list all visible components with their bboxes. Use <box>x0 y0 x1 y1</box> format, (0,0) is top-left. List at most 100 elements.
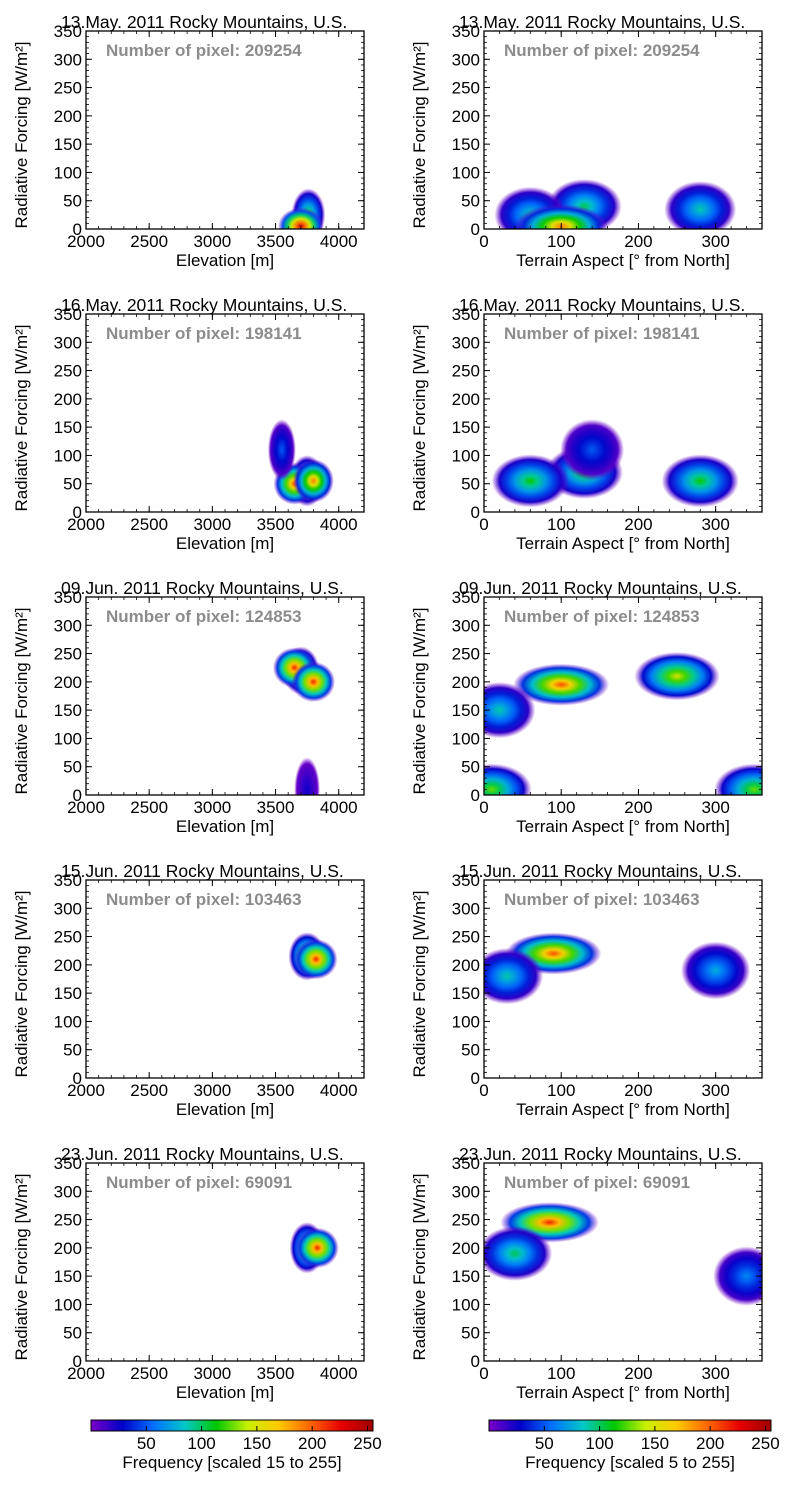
y-tick-label: 100 <box>452 446 480 465</box>
y-tick-label: 50 <box>63 1324 82 1343</box>
pixel-count-annotation: Number of pixel: 209254 <box>106 41 302 60</box>
x-tick-label: 3500 <box>257 232 295 251</box>
x-tick-label: 4000 <box>320 515 358 534</box>
x-tick-label: 3000 <box>193 1081 231 1100</box>
x-tick-label: 3000 <box>193 798 231 817</box>
x-tick-label: 0 <box>479 515 488 534</box>
y-tick-label: 350 <box>452 871 480 890</box>
pixel-count-annotation: Number of pixel: 69091 <box>504 1173 690 1192</box>
colorbar-label: Frequency [scaled 5 to 255] <box>525 1453 735 1472</box>
x-tick-label: 2500 <box>130 1081 168 1100</box>
y-tick-label: 350 <box>54 22 82 41</box>
density-cluster <box>278 207 324 229</box>
x-axis-label: Terrain Aspect [° from North] <box>516 534 730 553</box>
y-axis-label: Radiative Forcing [W/m²] <box>410 890 429 1077</box>
x-axis-label: Elevation [m] <box>176 534 274 553</box>
x-axis-label: Elevation [m] <box>176 1100 274 1119</box>
heatmap-area <box>484 932 751 1005</box>
x-axis-label: Elevation [m] <box>176 1383 274 1402</box>
x-tick-label: 2000 <box>67 1081 105 1100</box>
pixel-count-annotation: Number of pixel: 124853 <box>106 607 302 626</box>
x-tick-label: 100 <box>547 1364 575 1383</box>
y-tick-label: 0 <box>471 786 480 805</box>
y-tick-label: 200 <box>54 1239 82 1258</box>
y-tick-label: 0 <box>471 1069 480 1088</box>
x-axis-label: Terrain Aspect [° from North] <box>516 1100 730 1119</box>
y-axis-label: Radiative Forcing [W/m²] <box>12 1173 31 1360</box>
y-tick-label: 50 <box>461 192 480 211</box>
panel-title: 16.May. 2011 Rocky Mountains, U.S. <box>61 295 347 315</box>
heatmap-area <box>484 1202 762 1306</box>
density-cluster <box>293 459 334 503</box>
y-tick-label: 200 <box>54 390 82 409</box>
y-tick-label: 250 <box>452 645 480 664</box>
panel-8: 0 50 100 150 200 250 300 350 0 100 200 300 15.Jun. 2… <box>410 861 763 1119</box>
density-cluster <box>294 939 338 980</box>
x-tick-label: 200 <box>624 515 652 534</box>
density-cluster <box>484 682 536 739</box>
pixel-count-annotation: Number of pixel: 103463 <box>106 890 302 909</box>
x-tick-label: 200 <box>624 232 652 251</box>
colorbar-tick-label: 50 <box>137 1434 156 1453</box>
density-cluster <box>291 661 336 703</box>
panel-title: 09.Jun. 2011 Rocky Mountains, U.S. <box>459 578 742 598</box>
colorbar-tick-label: 250 <box>751 1434 779 1453</box>
pixel-count-annotation: Number of pixel: 103463 <box>504 890 700 909</box>
x-tick-label: 300 <box>701 1364 729 1383</box>
panel-5: 0 50 100 150 200 250 300 350 2000 2500 3000 3500 400… <box>12 578 365 836</box>
y-tick-label: 250 <box>54 645 82 664</box>
x-tick-label: 100 <box>547 232 575 251</box>
pixel-count-annotation: Number of pixel: 124853 <box>504 607 700 626</box>
y-tick-label: 0 <box>73 786 82 805</box>
colorbar-tick-label: 200 <box>696 1434 724 1453</box>
x-tick-label: 200 <box>624 1081 652 1100</box>
density-cluster <box>484 763 532 795</box>
density-cluster <box>514 204 608 229</box>
heatmap-area <box>267 419 334 507</box>
y-axis-label: Radiative Forcing [W/m²] <box>12 41 31 228</box>
y-tick-label: 350 <box>54 871 82 890</box>
heatmap-area <box>289 1222 339 1274</box>
x-tick-label: 200 <box>624 1364 652 1383</box>
density-cluster <box>267 419 296 481</box>
panel-2: 0 50 100 150 200 250 300 350 0 100 200 300 13.May. 2… <box>410 12 763 270</box>
y-tick-label: 50 <box>461 758 480 777</box>
y-tick-label: 350 <box>452 305 480 324</box>
x-tick-label: 100 <box>547 515 575 534</box>
y-tick-label: 100 <box>452 729 480 748</box>
colorbar-tick-label: 100 <box>187 1434 215 1453</box>
panel-1: 0 50 100 150 200 250 300 350 2000 2500 3000 3500 400… <box>12 12 365 270</box>
y-tick-label: 50 <box>63 758 82 777</box>
y-tick-label: 300 <box>54 333 82 352</box>
y-tick-label: 150 <box>54 135 82 154</box>
x-tick-label: 0 <box>479 1364 488 1383</box>
x-tick-label: 300 <box>701 1081 729 1100</box>
y-tick-label: 100 <box>54 163 82 182</box>
y-tick-label: 150 <box>54 1267 82 1286</box>
x-tick-label: 4000 <box>320 1081 358 1100</box>
y-tick-label: 100 <box>452 1295 480 1314</box>
x-axis-label: Terrain Aspect [° from North] <box>516 251 730 270</box>
y-tick-label: 150 <box>452 1267 480 1286</box>
panel-title: 15.Jun. 2011 Rocky Mountains, U.S. <box>61 861 344 881</box>
colorbar-1: 50 100 150 200 250 Frequency [scaled 15 to 25… <box>90 1419 382 1472</box>
x-tick-label: 4000 <box>320 1364 358 1383</box>
colorbar-bar <box>90 1419 374 1432</box>
x-tick-label: 100 <box>547 1081 575 1100</box>
y-tick-label: 200 <box>452 390 480 409</box>
y-tick-label: 300 <box>54 1182 82 1201</box>
density-cluster <box>513 663 610 706</box>
y-tick-label: 50 <box>461 1324 480 1343</box>
y-tick-label: 150 <box>452 418 480 437</box>
pixel-count-annotation: Number of pixel: 198141 <box>106 324 302 343</box>
y-tick-label: 200 <box>452 673 480 692</box>
panel-title: 15.Jun. 2011 Rocky Mountains, U.S. <box>459 861 742 881</box>
y-tick-label: 250 <box>452 928 480 947</box>
plot-frame <box>85 30 365 230</box>
x-tick-label: 300 <box>701 798 729 817</box>
density-cluster <box>484 1226 553 1281</box>
y-tick-label: 350 <box>54 1154 82 1173</box>
y-tick-label: 300 <box>452 50 480 69</box>
y-tick-label: 50 <box>461 1041 480 1060</box>
